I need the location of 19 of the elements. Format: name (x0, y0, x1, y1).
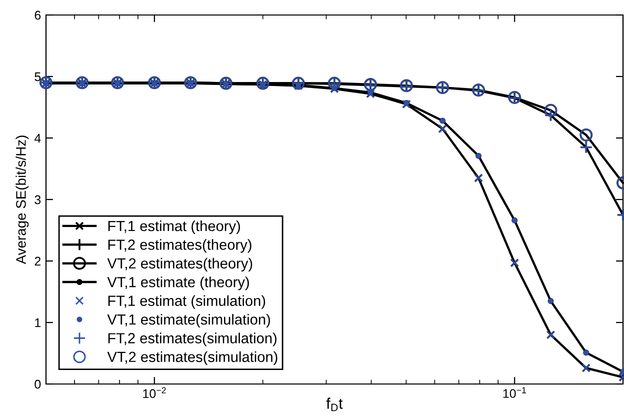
legend-label: FT,2 estimates(simulation) (108, 332, 276, 346)
y-tick-label: 1 (35, 318, 41, 328)
y-tick-label: 3 (34, 195, 41, 204)
y-tick-label: 4 (34, 134, 41, 143)
legend-label: VT,1 estimate (theory) (107, 276, 249, 290)
legend-label: FT,1 estimat (simulation) (108, 295, 266, 309)
x-tick-label: 10$^{−2}$ (143, 387, 166, 398)
y-tick-label: 2 (34, 256, 41, 266)
y-axis-title: Average SE(bit/s/Hz) (16, 136, 29, 264)
y-tick-label: 5 (34, 72, 41, 82)
legend-label: VT,1 estimate(simulation) (107, 314, 270, 328)
x-axis-title: f$_{D}$t (326, 398, 343, 412)
y-tick-label: 6 (34, 10, 41, 20)
legend-label: VT,2 estimates(simulation) (107, 351, 278, 365)
legend-label: FT,2 estimates(theory) (108, 239, 252, 253)
legend-label: FT,1 estimat (theory) (108, 220, 240, 234)
y-tick-label: 0 (34, 380, 41, 389)
legend-label: VT,2 estimates(theory) (107, 258, 252, 272)
x-tick-label: 10$^{−1}$ (503, 387, 526, 398)
